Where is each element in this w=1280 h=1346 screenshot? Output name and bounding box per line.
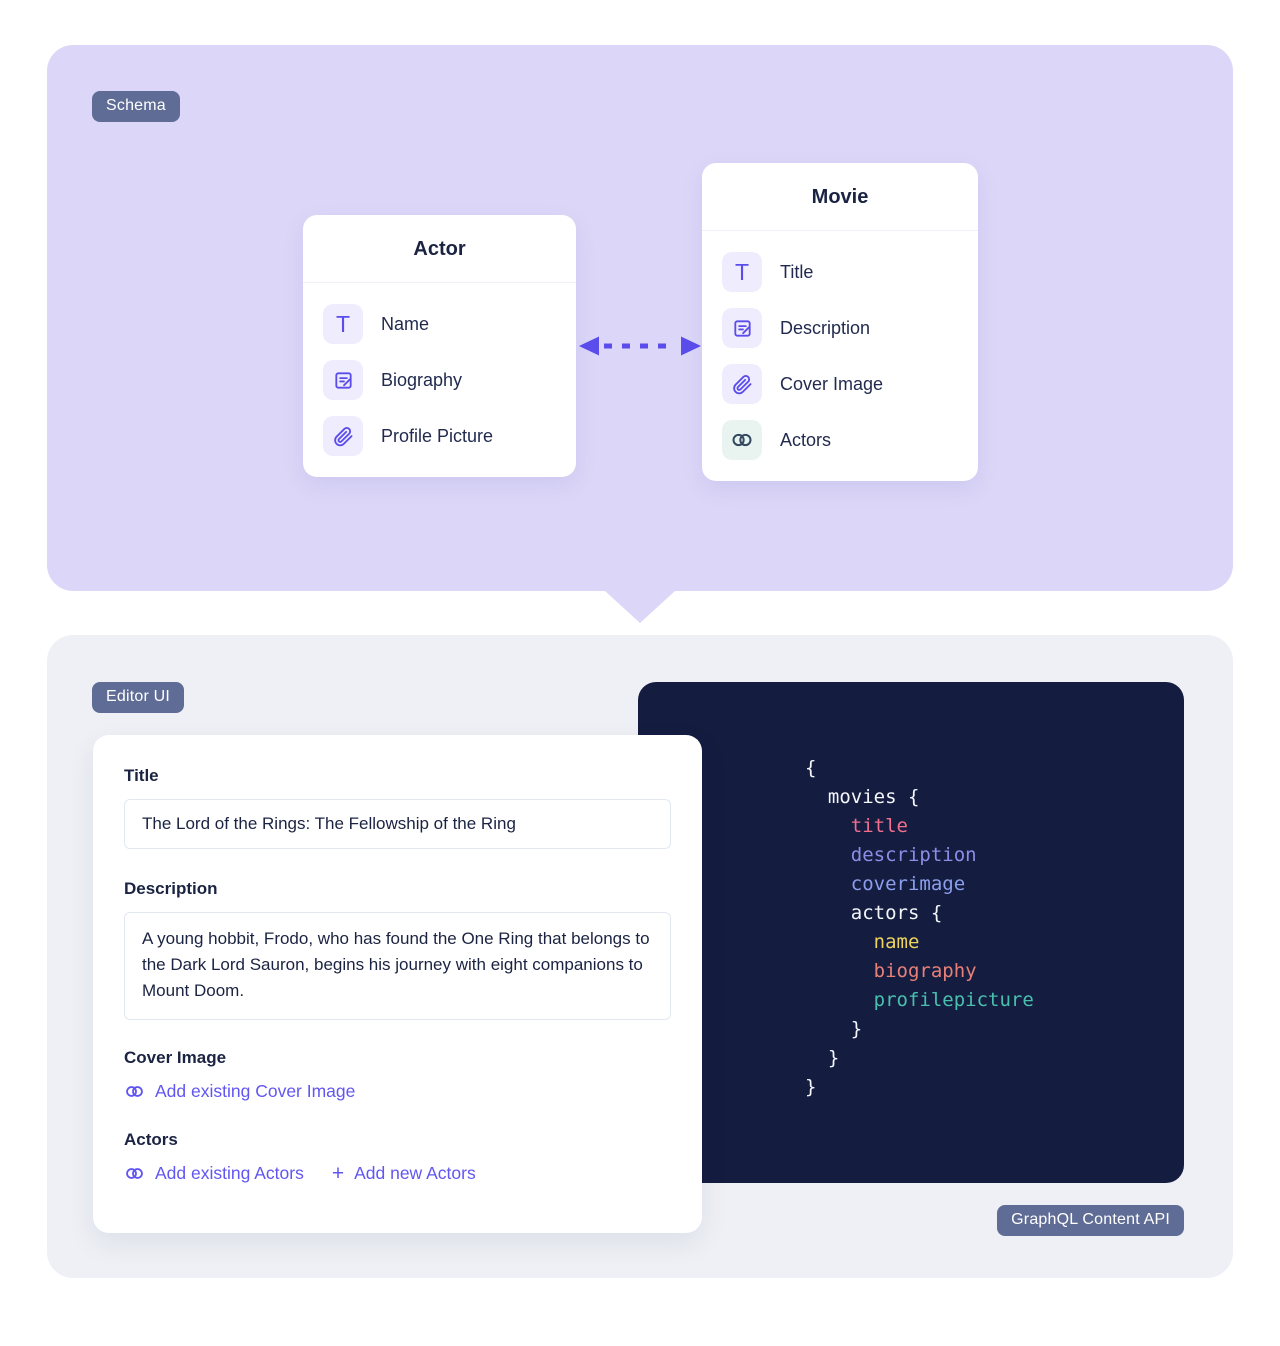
schema-panel <box>47 45 1233 623</box>
actor-field-biography: Biography <box>323 360 556 400</box>
graphql-content-api-badge: GraphQL Content API <box>997 1205 1184 1236</box>
title-input[interactable] <box>124 799 671 849</box>
add-existing-actors-link[interactable]: Add existing Actors <box>124 1163 304 1184</box>
add-new-actors-link[interactable]: + Add new Actors <box>331 1162 476 1185</box>
movie-field-cover-image: Cover Image <box>722 364 958 404</box>
movie-field-title: T Title <box>722 252 958 292</box>
movie-field-actors: Actors <box>722 420 958 460</box>
movie-field-description: Description <box>722 308 958 348</box>
movie-entity-title: Movie <box>702 163 978 231</box>
attachment-icon <box>722 364 762 404</box>
description-textarea[interactable]: A young hobbit, Frodo, who has found the… <box>124 912 671 1020</box>
attachment-icon <box>323 416 363 456</box>
movie-entity-card: Movie T Title Description Cover Image <box>702 163 978 481</box>
title-label: Title <box>124 766 159 785</box>
text-icon: T <box>323 304 363 344</box>
field-label: Cover Image <box>780 373 884 394</box>
plus-icon: + <box>331 1162 345 1185</box>
text-icon: T <box>722 252 762 292</box>
field-label: Name <box>381 313 430 334</box>
field-label: Biography <box>381 369 463 390</box>
richtext-icon <box>323 360 363 400</box>
schema-badge: Schema <box>92 91 180 122</box>
link-icon <box>126 1168 143 1179</box>
schema-panel-notch <box>605 591 675 623</box>
graphql-code-panel: { movies { title description coverimage … <box>638 682 1184 1183</box>
actor-entity-card: Actor T Name Biography Profile Picture <box>303 215 576 477</box>
actor-field-profile-picture: Profile Picture <box>323 416 556 456</box>
reference-icon <box>722 420 762 460</box>
add-existing-cover-image-link[interactable]: Add existing Cover Image <box>124 1081 355 1102</box>
actor-field-name: T Name <box>323 304 556 344</box>
field-label: Title <box>780 261 814 282</box>
field-label: Actors <box>780 429 832 450</box>
actor-entity-title: Actor <box>303 215 576 283</box>
editor-form-card: Title Description A young hobbit, Frodo,… <box>93 735 702 1233</box>
editor-ui-badge: Editor UI <box>92 682 185 713</box>
cover-image-label: Cover Image <box>124 1048 227 1067</box>
link-icon <box>126 1086 143 1097</box>
field-label: Profile Picture <box>381 425 494 446</box>
relation-arrow <box>579 336 701 356</box>
richtext-icon <box>722 308 762 348</box>
field-label: Description <box>780 317 871 338</box>
actors-label: Actors <box>124 1130 178 1149</box>
graphql-query-code: { movies { title description coverimage … <box>805 757 1034 1098</box>
description-label: Description <box>124 879 218 898</box>
